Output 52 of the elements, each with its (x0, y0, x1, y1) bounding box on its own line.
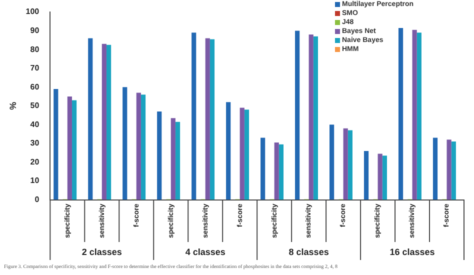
text: 2 classes (82, 247, 122, 257)
bar (295, 30, 300, 200)
text: 4 classes (185, 247, 226, 257)
bar (136, 92, 141, 200)
bar (205, 38, 210, 200)
y-tick-label: 60 (30, 82, 40, 92)
y-tick-label: 40 (30, 120, 40, 129)
y-tick-label: 30 (30, 138, 40, 148)
text: 8 classes (288, 247, 329, 257)
y-tick-label: 0 (34, 194, 40, 204)
bar (446, 140, 452, 200)
y-axis-title: % (8, 102, 18, 110)
bar (54, 88, 58, 200)
bar (278, 144, 284, 200)
bar (88, 38, 93, 200)
bar (451, 142, 456, 200)
bar (343, 128, 348, 200)
bar (72, 100, 77, 200)
y-tick-label: 50 (30, 101, 40, 110)
y-tick-label: 100 (26, 7, 40, 16)
bar (313, 36, 318, 200)
bar (102, 44, 106, 200)
bar (240, 108, 244, 200)
bar (378, 154, 382, 200)
bar (398, 28, 404, 200)
bar (330, 124, 334, 200)
bar (382, 156, 387, 200)
bar (192, 32, 196, 200)
bar (140, 94, 146, 200)
bar (260, 138, 266, 200)
bar (244, 110, 250, 200)
bar (416, 32, 422, 200)
bar (412, 30, 417, 200)
y-tick-label: 70 (30, 64, 40, 73)
bar (122, 87, 128, 200)
bar (106, 44, 112, 200)
bar (170, 118, 176, 200)
bar (67, 96, 72, 200)
text: 16 classes (390, 247, 435, 257)
y-tick-label: 90 (30, 26, 40, 35)
bar (348, 130, 352, 200)
bar (210, 39, 215, 200)
y-tick-label: 80 (30, 44, 40, 54)
bar (226, 102, 231, 200)
bar (364, 150, 369, 200)
bar (274, 142, 279, 200)
y-tick-label: 10 (30, 176, 40, 186)
bar (157, 112, 162, 200)
bar (432, 138, 438, 200)
y-tick-label: 20 (30, 157, 40, 166)
bar (175, 122, 180, 200)
bar (308, 34, 314, 200)
